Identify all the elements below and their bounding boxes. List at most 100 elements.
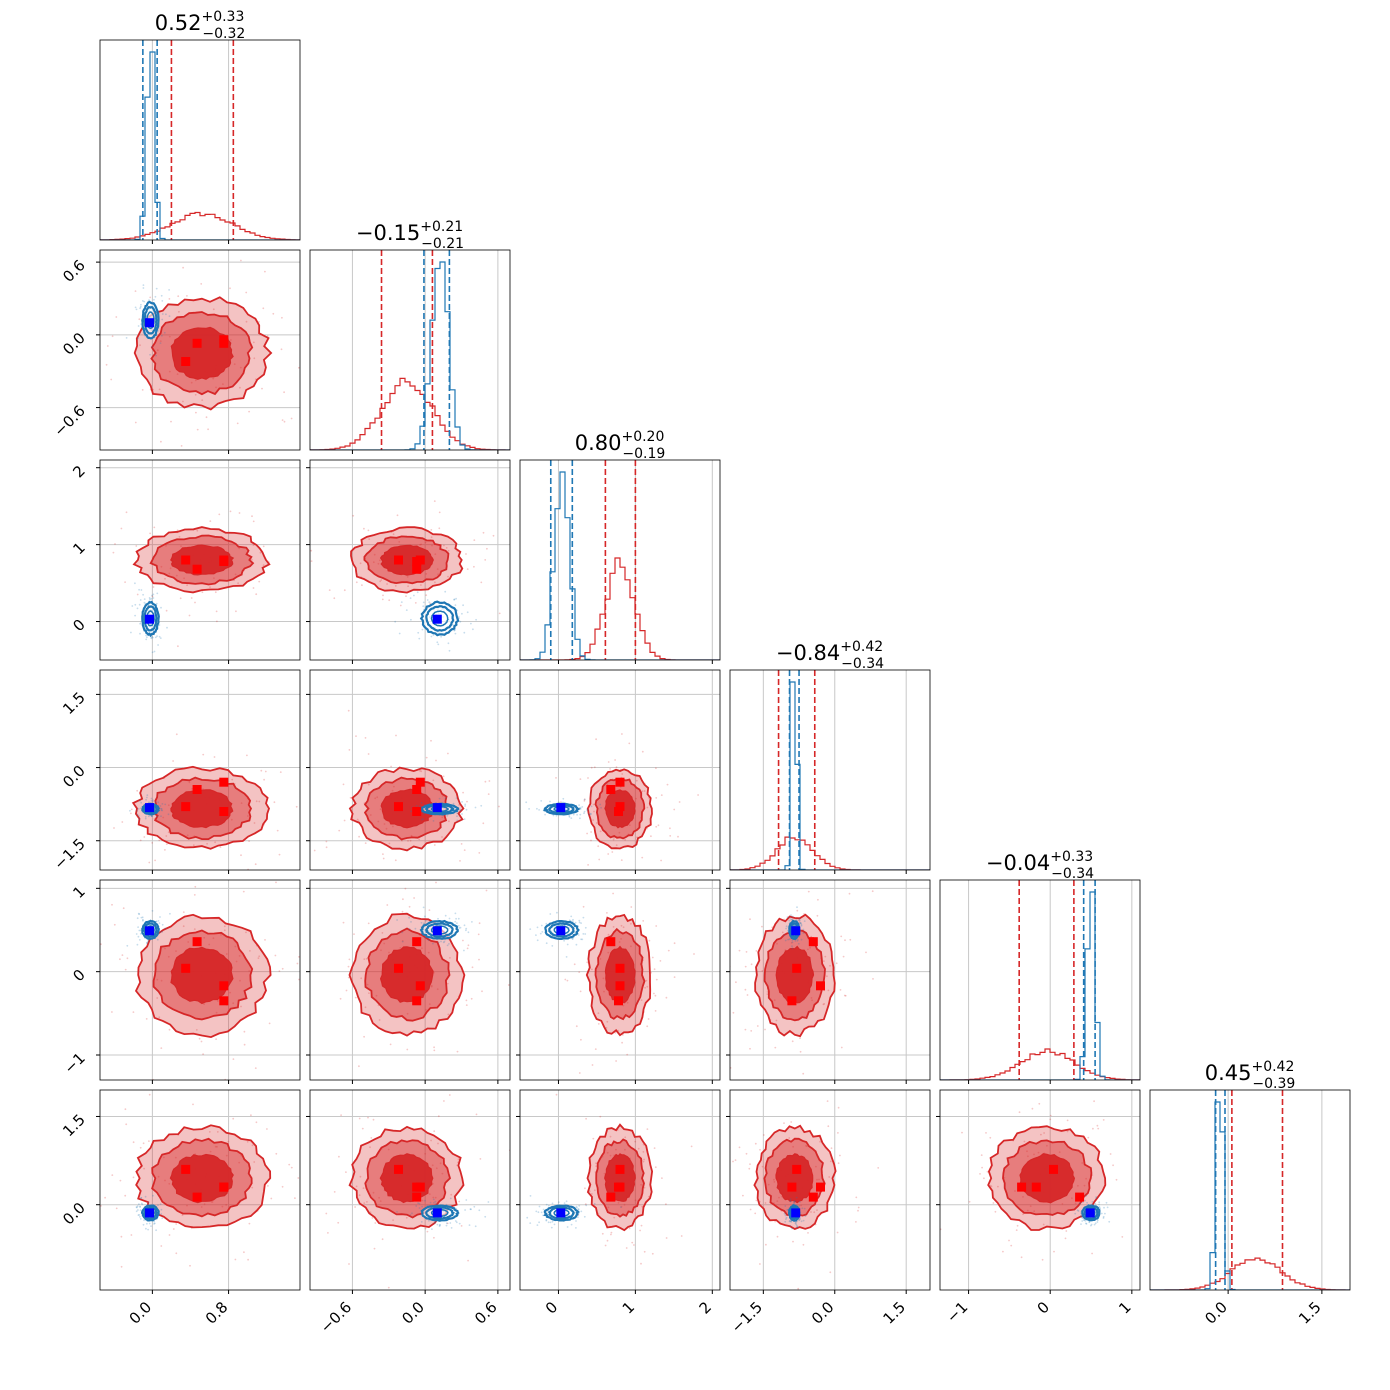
sample-point: [181, 1214, 184, 1217]
sample-point: [437, 917, 439, 920]
sample-point: [164, 849, 166, 851]
sample-point: [217, 1000, 219, 1002]
sample-point: [139, 1146, 142, 1149]
sample-point: [745, 1152, 748, 1155]
sample-point: [367, 783, 370, 786]
marker-red: [614, 996, 623, 1006]
sample-point: [446, 815, 448, 817]
sample-point: [424, 915, 426, 918]
sample-point: [190, 381, 193, 384]
sample-point: [405, 595, 407, 597]
sample-point: [160, 815, 162, 818]
sample-point: [872, 978, 874, 980]
sample-point: [82, 822, 84, 824]
sample-point: [829, 1160, 832, 1163]
sample-point: [640, 999, 643, 1001]
contour-inner-red: [775, 1153, 814, 1204]
sample-point: [592, 819, 595, 821]
sample-point: [374, 797, 377, 800]
sample-point: [457, 917, 460, 920]
sample-point: [844, 939, 846, 942]
sample-point: [409, 1214, 412, 1216]
marker-red: [1031, 1182, 1041, 1192]
sample-point: [744, 965, 747, 968]
sample-point: [120, 1265, 123, 1268]
sample-point: [783, 934, 785, 937]
sample-point: [646, 806, 649, 809]
histogram-red: [940, 1048, 1140, 1080]
sample-point: [792, 1240, 794, 1243]
sample-point: [253, 822, 256, 824]
sample-point: [455, 1221, 458, 1224]
sample-point: [145, 798, 148, 801]
panel-4-3: [726, 879, 931, 1084]
sample-point: [593, 766, 596, 769]
sample-point: [1157, 1117, 1159, 1119]
sample-point: [168, 370, 171, 373]
sample-point: [588, 1190, 591, 1193]
sample-point: [140, 1197, 143, 1199]
sample-point: [202, 753, 205, 756]
sample-point: [459, 809, 462, 811]
sample-point: [297, 800, 299, 802]
sample-point: [615, 1148, 617, 1151]
sample-point: [1105, 1201, 1108, 1204]
sample-point: [829, 964, 831, 967]
sample-point: [830, 1147, 833, 1150]
sample-point: [795, 1223, 798, 1226]
sample-point: [342, 921, 345, 924]
sample-point: [283, 391, 285, 394]
sample-point: [251, 515, 253, 518]
marker-red: [394, 555, 403, 565]
marker-red: [412, 996, 422, 1006]
sample-point: [381, 932, 384, 934]
sample-point: [139, 1206, 142, 1208]
sample-point: [333, 1170, 335, 1172]
sample-point: [790, 918, 792, 921]
sample-point: [161, 809, 164, 812]
sample-point: [404, 887, 407, 890]
sample-point: [463, 631, 466, 634]
sample-point: [784, 1220, 787, 1223]
sample-point: [507, 984, 510, 986]
sample-point: [134, 603, 137, 606]
marker-blue: [145, 614, 154, 624]
sample-point: [211, 1201, 214, 1203]
sample-point: [813, 1211, 816, 1214]
sample-point: [310, 549, 313, 552]
sample-point: [235, 610, 237, 613]
sample-point: [801, 1207, 804, 1210]
panel-5-3: −1.5 0.0 1.5: [726, 1089, 931, 1337]
sample-point: [132, 1176, 135, 1179]
sample-point: [221, 1205, 224, 1208]
sample-point: [595, 822, 598, 824]
sample-point: [209, 586, 211, 588]
sample-point: [761, 925, 763, 928]
sample-point: [786, 1209, 789, 1211]
sample-point: [160, 979, 163, 982]
sample-point: [835, 962, 838, 965]
sample-point: [169, 912, 171, 915]
sample-point: [548, 1204, 550, 1207]
sample-point: [387, 1148, 390, 1151]
sample-point: [574, 921, 577, 924]
sample-point: [258, 321, 260, 323]
x-tick-label: 2: [696, 1298, 715, 1317]
sample-point: [431, 544, 433, 547]
sample-point: [630, 945, 632, 948]
sample-point: [376, 796, 379, 799]
sample-point: [135, 545, 138, 547]
sample-point: [425, 594, 428, 597]
sample-point: [438, 511, 441, 514]
sample-point: [594, 1048, 597, 1050]
sample-point: [855, 1221, 857, 1223]
sample-point: [235, 960, 238, 963]
sample-point: [615, 844, 618, 847]
sample-point: [445, 547, 448, 549]
sample-point: [400, 601, 403, 603]
sample-point: [281, 316, 283, 319]
contour-mid-blue: [789, 922, 800, 938]
histogram-red: [730, 836, 930, 870]
sample-point: [983, 1177, 985, 1180]
sample-point: [844, 994, 847, 997]
